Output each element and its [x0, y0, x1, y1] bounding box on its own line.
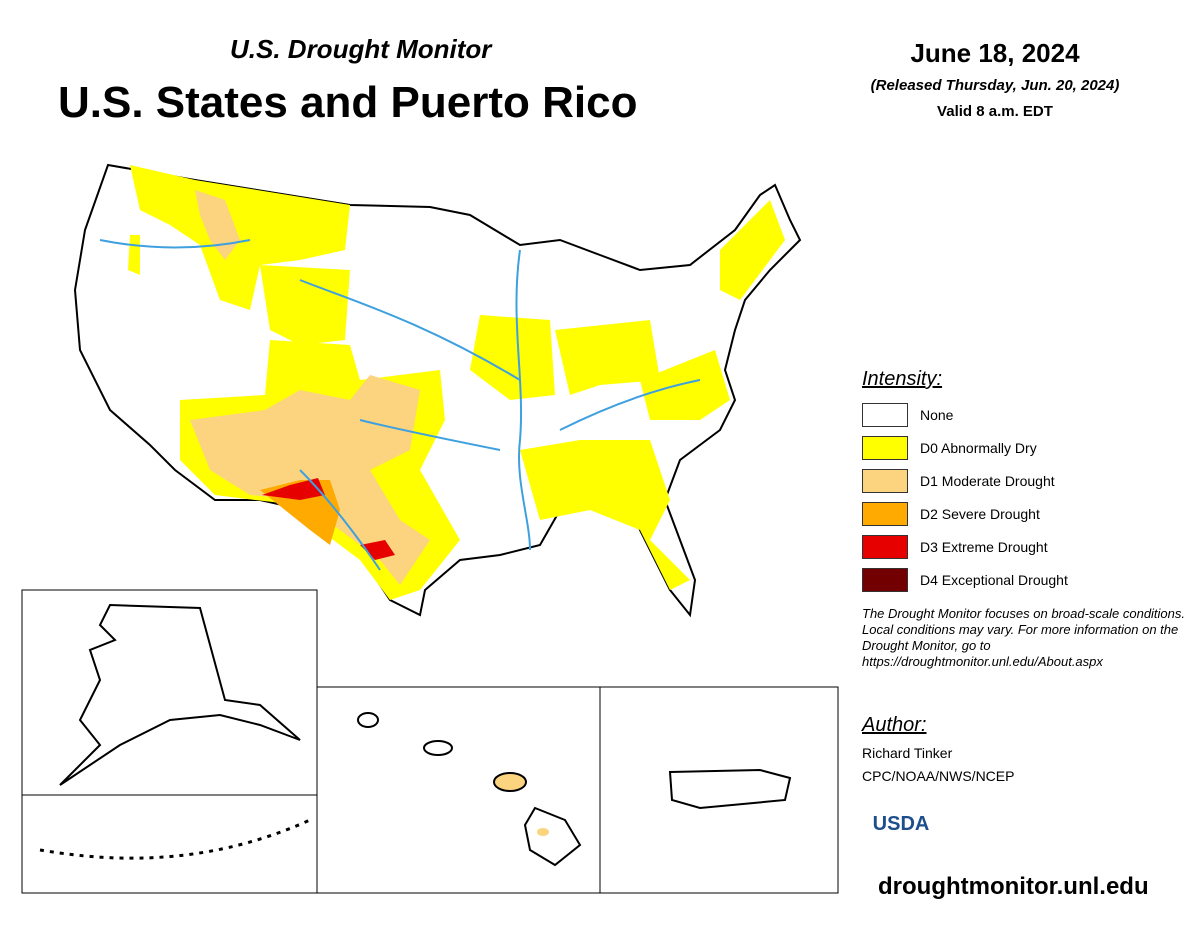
legend-title: Intensity:: [862, 368, 943, 390]
logo-labels: USDA NDMC NOAA: [873, 812, 1165, 837]
legend-swatch: [862, 502, 908, 526]
aleutians-inset: [21, 794, 318, 894]
legend-swatch: [862, 535, 908, 559]
kauai: [357, 712, 379, 728]
legend-swatch: [862, 469, 908, 493]
author-name: Richard Tinker: [862, 745, 953, 761]
note: The Drought Monitor focuses on broad-sca…: [862, 606, 1186, 669]
map: [21, 163, 839, 894]
aleutian-islands: [39, 818, 311, 860]
legend-label: None: [920, 407, 954, 423]
date: June 18, 2024: [910, 38, 1080, 68]
legend-swatch: [862, 568, 908, 592]
legend-label: D4 Exceptional Drought: [920, 572, 1068, 588]
url: droughtmonitor.unl.edu: [878, 873, 1149, 900]
legend-label: D0 Abnormally Dry: [920, 440, 1037, 456]
legend-label: D1 Moderate Drought: [920, 473, 1055, 489]
title: U.S. States and Puerto Rico: [58, 78, 638, 127]
author-title: Author:: [862, 714, 927, 736]
maui: [493, 772, 527, 792]
author-org: CPC/NOAA/NWS/NCEP: [862, 768, 1015, 784]
puerto-rico: [668, 768, 792, 810]
usda-label: USDA: [873, 813, 930, 835]
legend-swatch: [862, 403, 908, 427]
valid-time: Valid 8 a.m. EDT: [937, 103, 1053, 120]
alaska: [59, 603, 301, 786]
legend-swatch: [862, 436, 908, 460]
noaa-label: NOAA: [1135, 812, 1164, 823]
release-date: (Released Thursday, Jun. 20, 2024): [870, 77, 1120, 94]
legend-label: D2 Severe Drought: [920, 506, 1040, 522]
legend-label: D3 Extreme Drought: [920, 539, 1048, 555]
ndmc-label: NDMC: [965, 825, 998, 837]
big-island: [523, 806, 582, 867]
oahu: [423, 740, 453, 756]
rivers: [99, 239, 701, 571]
big-island-drought: [537, 828, 549, 836]
subtitle: U.S. Drought Monitor: [230, 34, 492, 64]
